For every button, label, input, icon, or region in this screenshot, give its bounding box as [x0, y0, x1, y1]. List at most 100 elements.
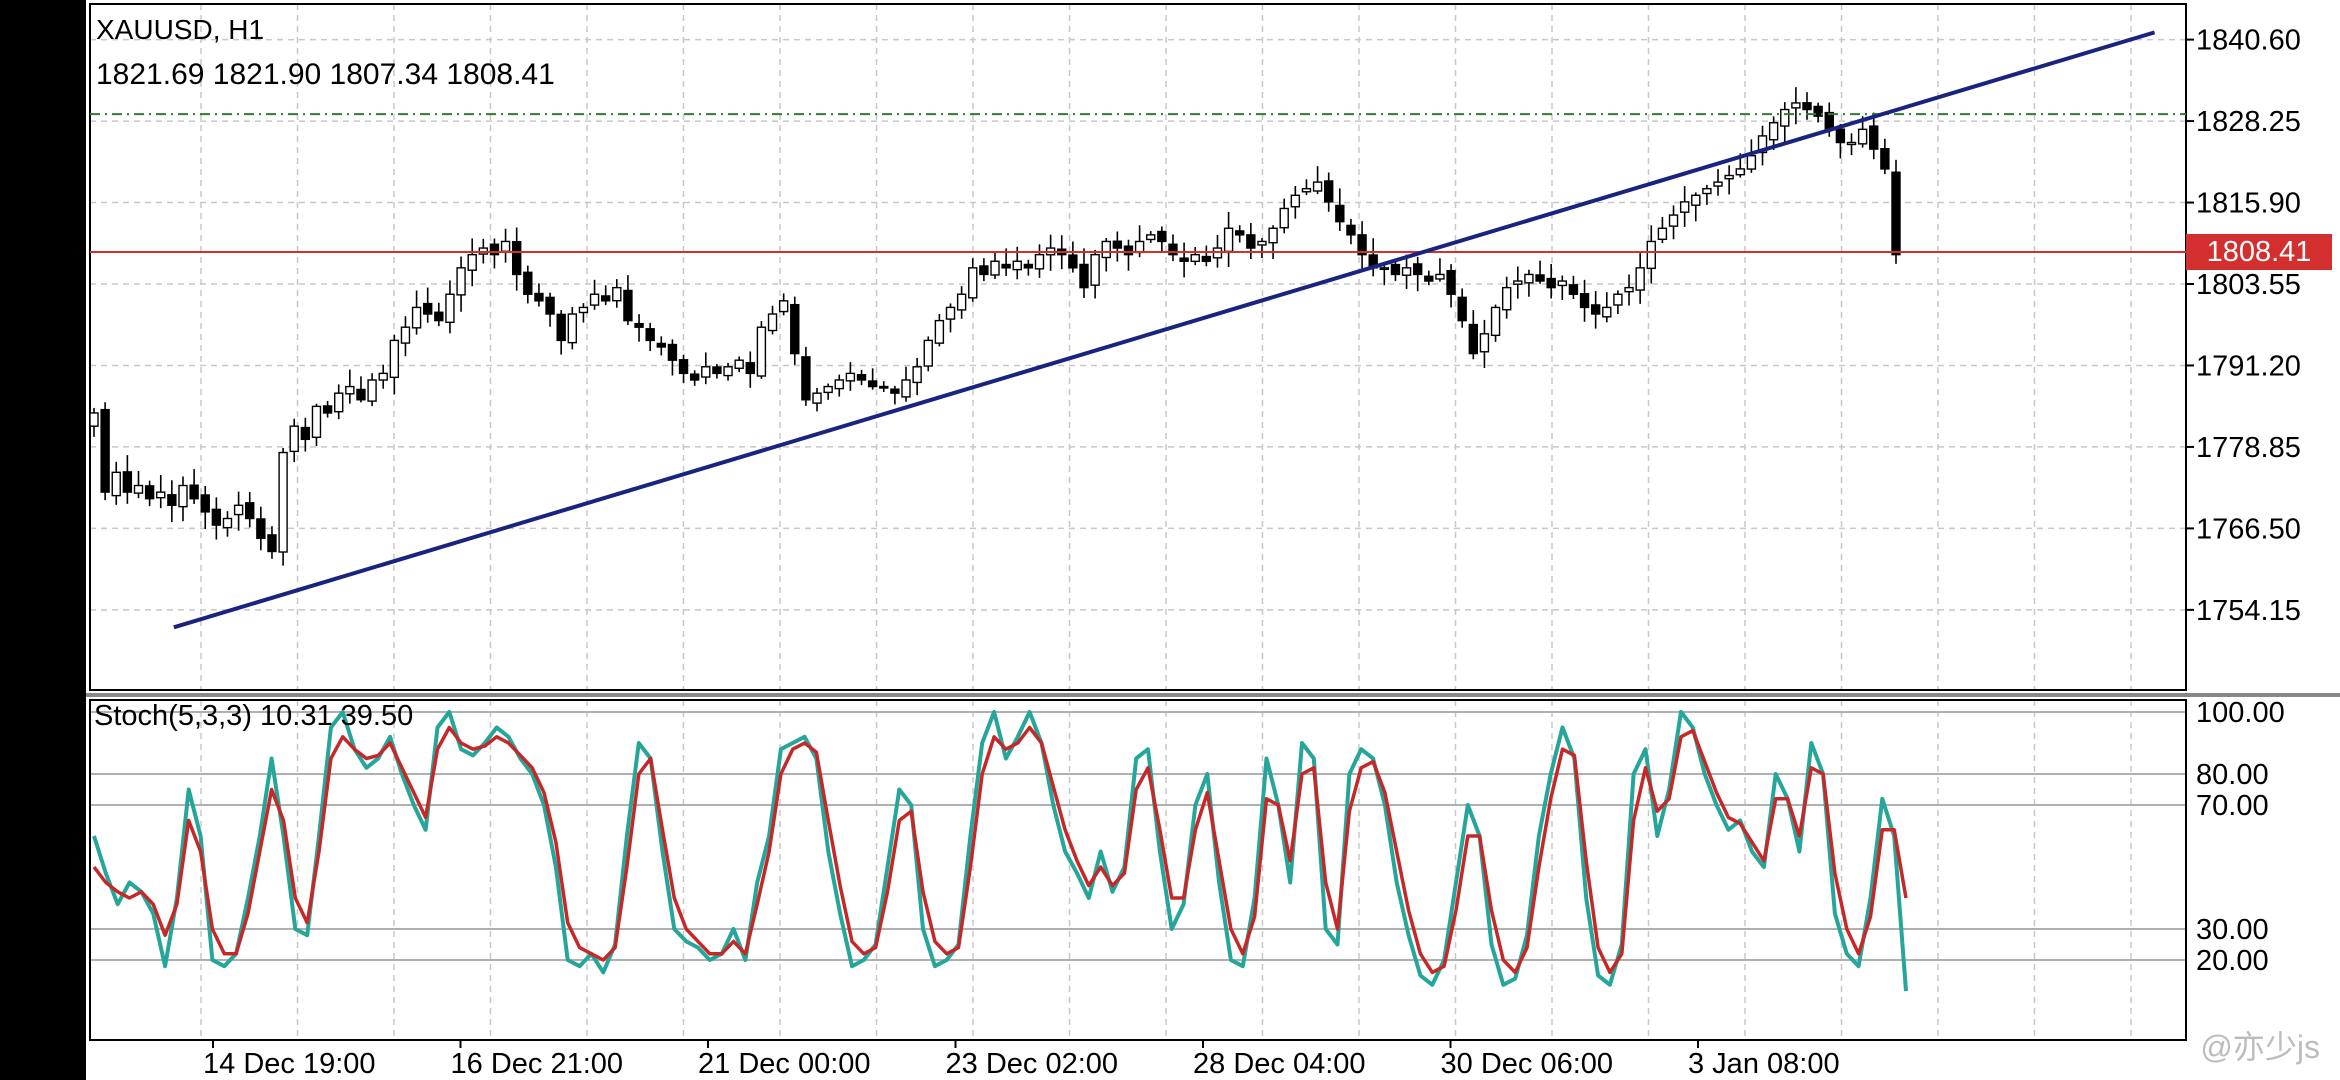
- candle: [1813, 102, 1823, 123]
- candle: [267, 526, 277, 559]
- candle: [1357, 221, 1367, 271]
- candle: [411, 290, 422, 335]
- candle: [500, 228, 511, 263]
- price-tick-label: 1791.20: [2196, 350, 2301, 382]
- candle: [589, 279, 600, 310]
- candle: [1112, 231, 1123, 262]
- candle: [1301, 179, 1312, 196]
- candle: [111, 461, 121, 505]
- candle: [200, 486, 210, 529]
- candle: [1090, 249, 1100, 299]
- grid: [90, 4, 2186, 1040]
- candle: [778, 293, 789, 316]
- candle: [278, 447, 288, 566]
- candle: [1479, 319, 1490, 368]
- candle: [1657, 216, 1668, 244]
- candle: [867, 368, 878, 390]
- candle: [1268, 225, 1278, 260]
- candle: [912, 357, 922, 396]
- candle: [979, 258, 989, 282]
- candle: [656, 336, 666, 356]
- candle: [311, 403, 322, 447]
- candle: [400, 316, 411, 357]
- candle: [245, 492, 255, 528]
- candle: [1446, 264, 1456, 308]
- candle: [823, 383, 833, 400]
- candle: [1157, 226, 1167, 252]
- candle: [367, 373, 377, 407]
- candle: [144, 480, 155, 507]
- candle: [1190, 247, 1200, 266]
- current-price-badge: 1808.41: [2186, 233, 2332, 270]
- candlesticks: [89, 87, 1901, 566]
- candle: [122, 455, 133, 504]
- candle: [1702, 184, 1712, 205]
- candle: [1602, 292, 1612, 323]
- candle: [1691, 192, 1701, 222]
- candle: [1746, 139, 1757, 173]
- candle: [1791, 87, 1801, 125]
- candle: [1490, 304, 1501, 342]
- candle: [578, 303, 589, 323]
- candle: [1023, 259, 1034, 276]
- stoch-tick-label: 80.00: [2196, 759, 2269, 791]
- watermark: @亦少js: [2200, 1029, 2320, 1065]
- stochastic-label: Stoch(5,3,3) 10.31 39.50: [94, 700, 414, 732]
- candle: [1001, 248, 1011, 276]
- time-tick-label: 23 Dec 02:00: [946, 1048, 1119, 1080]
- candle: [1869, 112, 1879, 160]
- candle: [1802, 92, 1812, 120]
- time-axis: 14 Dec 19:00 16 Dec 21:00 21 Dec 00:00 23 D…: [203, 1040, 1840, 1080]
- price-tick-label: 1754.15: [2196, 595, 2301, 627]
- candle: [1101, 238, 1111, 272]
- candle: [634, 314, 644, 342]
- stoch-main-line: [92, 710, 1908, 992]
- current-price-badge-text: 1808.41: [2206, 235, 2312, 268]
- candle: [1401, 254, 1412, 289]
- stoch-signal-line: [92, 725, 1908, 975]
- candle: [1668, 205, 1679, 240]
- price-tick-label: 1766.50: [2196, 513, 2301, 545]
- candle: [356, 376, 366, 403]
- candle: [467, 238, 477, 287]
- candle: [489, 238, 500, 269]
- candle: [1368, 238, 1378, 277]
- candle: [1034, 244, 1045, 278]
- time-tick-label: 16 Dec 21:00: [451, 1048, 624, 1080]
- candle: [1146, 231, 1156, 243]
- chart-svg[interactable]: 1840.60 1828.25 1815.90 1803.55 1791.20 1778.…: [86, 0, 2340, 1080]
- candle: [934, 313, 945, 347]
- ohlc-readout: 1821.69 1821.90 1807.34 1808.41: [96, 58, 555, 91]
- candle: [1613, 290, 1623, 315]
- candle: [378, 364, 388, 389]
- candle: [1257, 238, 1267, 258]
- candle: [890, 385, 900, 405]
- price-tick-label: 1803.55: [2196, 269, 2301, 301]
- candle: [1780, 102, 1790, 142]
- candle: [1557, 275, 1567, 300]
- candle: [845, 362, 856, 391]
- candle: [767, 305, 778, 335]
- candle: [1590, 291, 1601, 329]
- candle: [1435, 258, 1445, 282]
- candle: [1524, 269, 1534, 297]
- candle: [667, 339, 678, 376]
- candle: [178, 476, 188, 522]
- candle: [678, 354, 689, 383]
- candle: [1324, 172, 1334, 212]
- candle: [1390, 261, 1401, 281]
- trendline: [173, 30, 2156, 630]
- candle: [322, 400, 333, 418]
- candle: [1223, 211, 1234, 267]
- time-tick-label: 14 Dec 19:00: [203, 1048, 376, 1080]
- candle: [990, 252, 1000, 279]
- stoch-tick-label: 70.00: [2196, 790, 2269, 822]
- candle: [701, 352, 711, 385]
- candle: [1713, 169, 1723, 196]
- candle: [834, 374, 844, 397]
- candle: [1335, 188, 1345, 231]
- candle: [1724, 165, 1734, 195]
- symbol-label: XAUUSD, H1: [96, 14, 265, 45]
- candle: [623, 275, 633, 325]
